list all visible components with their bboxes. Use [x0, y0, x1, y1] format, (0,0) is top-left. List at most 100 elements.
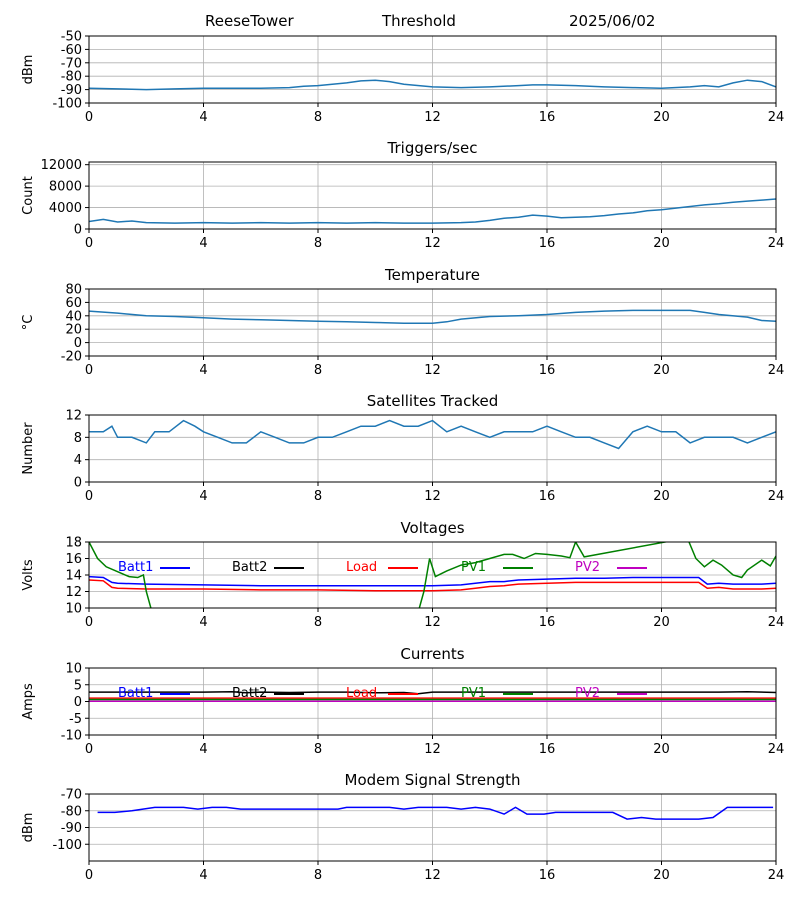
y-tick-label-1-0: 0: [74, 223, 82, 238]
x-tick-label-3-5: 20: [653, 489, 670, 504]
date-label: 2025/06/02: [569, 12, 656, 30]
x-tick-label-0-6: 24: [768, 110, 785, 125]
y-axis-label-3: Number: [21, 422, 36, 475]
x-tick-label-6-6: 24: [768, 868, 785, 883]
y-tick-label-4-4: 18: [65, 536, 82, 551]
y-tick-label-5-1: -5: [69, 712, 82, 727]
x-tick-label-4-5: 20: [653, 615, 670, 630]
chart-title-6: Modem Signal Strength: [345, 771, 521, 789]
y-tick-label-0-5: -50: [61, 30, 82, 45]
x-tick-label-3-1: 4: [199, 489, 207, 504]
chart-title-5: Currents: [400, 645, 464, 663]
x-tick-label-6-0: 0: [85, 868, 93, 883]
x-tick-label-5-3: 12: [424, 742, 441, 757]
x-tick-label-3-2: 8: [314, 489, 322, 504]
x-tick-label-6-5: 20: [653, 868, 670, 883]
y-tick-label-0-0: -100: [52, 97, 82, 112]
legend-label-4-load: Load: [346, 560, 377, 575]
x-tick-label-1-1: 4: [199, 236, 207, 251]
y-tick-label-2-3: 40: [65, 309, 82, 324]
x-tick-label-4-4: 16: [539, 615, 556, 630]
legend-label-5-batt2: Batt2: [232, 686, 267, 701]
y-tick-label-6-3: -70: [61, 788, 82, 803]
series-0-0: [89, 79, 776, 91]
x-tick-label-0-3: 12: [424, 110, 441, 125]
x-tick-label-3-6: 24: [768, 489, 785, 504]
y-tick-label-5-3: 5: [74, 678, 82, 693]
x-tick-label-3-3: 12: [424, 489, 441, 504]
x-tick-label-0-2: 8: [314, 110, 322, 125]
y-tick-label-0-2: -80: [61, 70, 82, 85]
x-tick-label-0-4: 16: [539, 110, 556, 125]
y-tick-label-5-2: 0: [74, 695, 82, 710]
chart-title-1: Triggers/sec: [387, 139, 478, 157]
series-6-0: [97, 806, 774, 820]
legend-label-5-load: Load: [346, 686, 377, 701]
y-tick-label-3-0: 0: [74, 476, 82, 491]
x-tick-label-5-5: 20: [653, 742, 670, 757]
x-tick-label-0-5: 20: [653, 110, 670, 125]
y-tick-label-0-4: -60: [61, 43, 82, 58]
y-tick-label-2-0: -20: [61, 350, 82, 365]
x-tick-label-3-4: 16: [539, 489, 556, 504]
chart-title-2: Temperature: [384, 266, 480, 284]
x-tick-label-6-4: 16: [539, 868, 556, 883]
x-tick-label-3-0: 0: [85, 489, 93, 504]
x-tick-label-1-6: 24: [768, 236, 785, 251]
y-axis-label-1: Count: [21, 176, 36, 215]
x-tick-label-0-0: 0: [85, 110, 93, 125]
y-tick-label-3-3: 12: [65, 409, 82, 424]
mode-label: Threshold: [382, 12, 456, 30]
y-tick-label-3-2: 8: [74, 431, 82, 446]
x-tick-label-6-3: 12: [424, 868, 441, 883]
series-4-pv1: [89, 542, 776, 608]
y-tick-label-1-2: 8000: [49, 180, 82, 195]
x-tick-label-1-5: 20: [653, 236, 670, 251]
x-tick-label-2-4: 16: [539, 363, 556, 378]
y-axis-label-0: dBm: [21, 55, 36, 85]
x-tick-label-2-5: 20: [653, 363, 670, 378]
series-5-batt2: [89, 691, 776, 695]
x-tick-label-4-1: 4: [199, 615, 207, 630]
y-axis-label-5: Amps: [21, 683, 36, 720]
x-tick-label-2-2: 8: [314, 363, 322, 378]
x-tick-label-1-3: 12: [424, 236, 441, 251]
series-4-load: [89, 579, 776, 592]
legend-label-5-pv2: PV2: [575, 686, 600, 701]
y-tick-label-3-1: 4: [74, 453, 82, 468]
y-tick-label-5-0: -10: [61, 729, 82, 744]
legend-label-5-pv1: PV1: [461, 686, 486, 701]
legend-label-4-pv2: PV2: [575, 560, 600, 575]
y-tick-label-2-2: 20: [65, 323, 82, 338]
x-tick-label-5-0: 0: [85, 742, 93, 757]
y-axis-label-2: °C: [21, 315, 36, 331]
y-tick-label-0-1: -90: [61, 83, 82, 98]
x-tick-label-4-3: 12: [424, 615, 441, 630]
x-tick-label-1-0: 0: [85, 236, 93, 251]
station-name: ReeseTower: [205, 12, 294, 30]
y-tick-label-4-1: 12: [65, 585, 82, 600]
x-tick-label-5-2: 8: [314, 742, 322, 757]
y-tick-label-2-4: 60: [65, 296, 82, 311]
y-tick-label-1-3: 12000: [41, 158, 82, 173]
x-tick-label-5-4: 16: [539, 742, 556, 757]
x-tick-label-4-6: 24: [768, 615, 785, 630]
chart-title-3: Satellites Tracked: [367, 392, 498, 410]
x-tick-label-2-1: 4: [199, 363, 207, 378]
series-1-0: [89, 198, 776, 224]
legend-label-4-batt2: Batt2: [232, 560, 267, 575]
y-tick-label-6-1: -90: [61, 821, 82, 836]
x-tick-label-2-0: 0: [85, 363, 93, 378]
x-tick-label-0-1: 4: [199, 110, 207, 125]
chart-title-4: Voltages: [400, 519, 464, 537]
legend-label-4-batt1: Batt1: [118, 560, 153, 575]
legend-label-4-pv1: PV1: [461, 560, 486, 575]
y-tick-label-6-2: -80: [61, 804, 82, 819]
series-3-0: [89, 419, 776, 450]
x-tick-label-2-6: 24: [768, 363, 785, 378]
y-axis-label-4: Volts: [21, 559, 36, 591]
x-tick-label-4-0: 0: [85, 615, 93, 630]
x-tick-label-5-1: 4: [199, 742, 207, 757]
